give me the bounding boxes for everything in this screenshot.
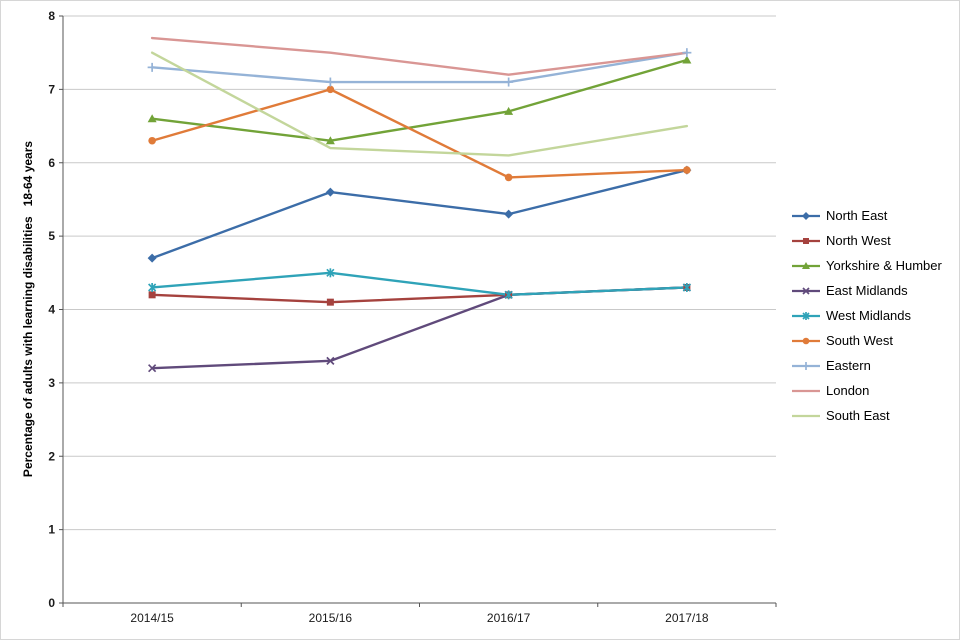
legend-swatch-icon bbox=[792, 361, 820, 370]
svg-text:2014/15: 2014/15 bbox=[130, 611, 174, 625]
legend-label: East Midlands bbox=[826, 283, 908, 298]
legend-item: West Midlands bbox=[791, 307, 942, 324]
legend-swatch-icon bbox=[792, 261, 820, 269]
legend-swatch-icon bbox=[792, 211, 820, 220]
y-axis-title: Percentage of adults with learning disab… bbox=[21, 140, 35, 478]
legend-label: Eastern bbox=[826, 358, 871, 373]
svg-text:1: 1 bbox=[48, 523, 55, 537]
legend-swatch-icon bbox=[792, 286, 820, 295]
svg-text:8: 8 bbox=[48, 9, 55, 23]
legend-item: North East bbox=[791, 207, 942, 224]
svg-text:2017/18: 2017/18 bbox=[665, 611, 709, 625]
svg-text:3: 3 bbox=[48, 376, 55, 390]
svg-text:7: 7 bbox=[48, 82, 55, 96]
legend-item: London bbox=[791, 382, 942, 399]
legend-swatch-icon bbox=[792, 414, 820, 417]
legend-item: Yorkshire & Humber bbox=[791, 257, 942, 274]
legend-swatch-icon bbox=[792, 337, 820, 344]
legend-item: East Midlands bbox=[791, 282, 942, 299]
legend-swatch-icon bbox=[792, 389, 820, 392]
svg-text:2015/16: 2015/16 bbox=[309, 611, 353, 625]
svg-text:2: 2 bbox=[48, 449, 55, 463]
legend-label: South East bbox=[826, 408, 890, 423]
svg-text:6: 6 bbox=[48, 156, 55, 170]
legend-item: South West bbox=[791, 332, 942, 349]
legend-label: North West bbox=[826, 233, 891, 248]
legend-swatch-icon bbox=[792, 311, 820, 320]
legend-swatch-icon bbox=[792, 237, 820, 244]
legend-label: South West bbox=[826, 333, 893, 348]
legend-item: Eastern bbox=[791, 357, 942, 374]
legend: North East North West Yorkshire & Humber Ea… bbox=[791, 207, 942, 424]
legend-label: West Midlands bbox=[826, 308, 912, 323]
legend-item: North West bbox=[791, 232, 942, 249]
legend-label: North East bbox=[826, 208, 888, 223]
legend-label: London bbox=[826, 383, 870, 398]
svg-text:5: 5 bbox=[48, 229, 55, 243]
svg-text:2016/17: 2016/17 bbox=[487, 611, 531, 625]
legend-label: Yorkshire & Humber bbox=[826, 258, 942, 273]
svg-text:0: 0 bbox=[48, 596, 55, 610]
svg-text:4: 4 bbox=[48, 303, 55, 317]
legend-item: South East bbox=[791, 407, 942, 424]
